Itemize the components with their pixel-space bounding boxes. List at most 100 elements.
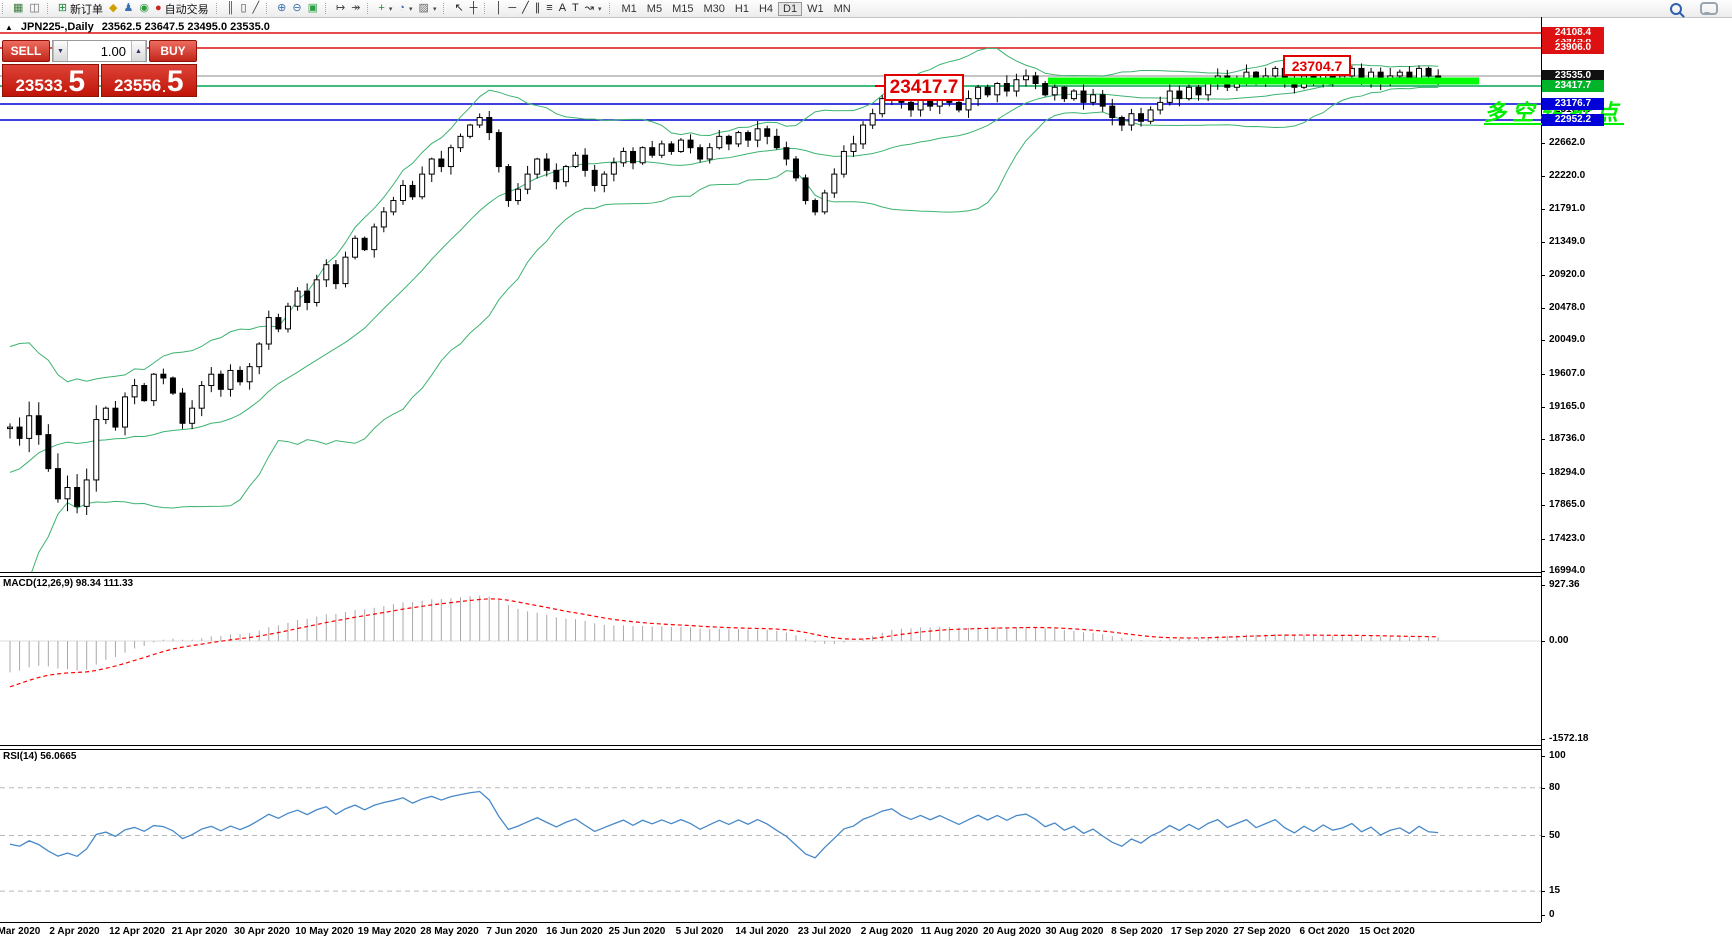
pane-separator[interactable] <box>0 745 1541 750</box>
price-annotation-box-23417[interactable]: 23417.7 <box>875 74 964 101</box>
timeframe-m30-button[interactable]: M30 <box>703 2 725 15</box>
auto-scroll-icon: ↠ <box>351 2 361 14</box>
toolbar-arrow-tools-button[interactable]: ↝ ▾ <box>582 1 605 16</box>
date-axis[interactable]: 24 Mar 2020 2 Apr 2020 12 Apr 2020 21 Apr 2… <box>0 924 1558 941</box>
date-label: 28 May 2020 <box>420 926 479 937</box>
candlestick-chart-icon: ▯ <box>240 2 247 14</box>
data-window-icon: ◫ <box>29 2 40 14</box>
price-axis-tick <box>1541 570 1545 572</box>
date-label: 27 Sep 2020 <box>1233 926 1291 937</box>
date-label: 30 Aug 2020 <box>1045 926 1104 937</box>
caret-down-icon: ▾ <box>409 5 413 13</box>
macd-indicator-label: MACD(12,26,9) 98.34 111.33 <box>3 578 134 589</box>
toolbar-charts-grid-button[interactable]: ▦ <box>10 1 26 16</box>
volume-increase-button[interactable]: ▲ <box>131 41 146 61</box>
rsi-axis-label: 80 <box>1549 781 1561 793</box>
caret-down-icon: ▾ <box>432 5 437 13</box>
toolbar-signals-button[interactable]: ◉ <box>136 1 152 16</box>
volume-decrease-button[interactable]: ▼ <box>53 41 68 61</box>
date-label: 24 Mar 2020 <box>0 926 41 937</box>
toolbar: ▦ ◫ ⊞ 新订单 ◆ ♟ ◉ ● 自动交易 ║ ▯ ╱ ⊕ ⊖ ▣ ↦ ↠ + ▾ ◔ ▾ ▨ ▾ ↖ ┼ │ ─ ╱ ∥ ≡ A T ↝ ▾ M… <box>0 0 1732 18</box>
chat-icon[interactable] <box>1700 2 1718 15</box>
template-icon: ▨ <box>418 2 429 14</box>
toolbar-zoom-out-button[interactable]: ⊖ <box>289 1 304 16</box>
toolbar-chisel-tool-button[interactable]: ◆ <box>106 1 120 16</box>
toolbar-bar-chart-button[interactable]: ║ <box>224 1 238 16</box>
toolbar-data-window-button[interactable]: ◫ <box>26 1 42 16</box>
toolbar-autotrading-button[interactable]: ● 自动交易 <box>152 1 212 16</box>
date-label: 25 Jun 2020 <box>608 926 666 937</box>
timeframe-h1-button[interactable]: H1 <box>734 2 749 15</box>
search-icon[interactable] <box>1670 2 1682 15</box>
timeframe-m5-button[interactable]: M5 <box>646 2 663 15</box>
date-label: 10 May 2020 <box>295 926 354 937</box>
ohlc-values: 23562.5 23647.5 23495.0 23535.0 <box>101 21 270 33</box>
date-label: 2 Apr 2020 <box>49 926 100 937</box>
toolbar-text-label-button[interactable]: T <box>569 1 582 16</box>
sell-button[interactable]: SELL <box>2 40 50 62</box>
price-axis-label: 18294.0 <box>1549 466 1586 478</box>
date-label: 2 Aug 2020 <box>860 926 914 937</box>
toolbar-fibonacci-button[interactable]: ≡ <box>543 1 555 16</box>
toolbar-cursor-button[interactable]: ↖ <box>451 1 466 16</box>
price-axis-label: 16994.0 <box>1549 564 1586 576</box>
toolbar-template-button[interactable]: ▨ ▾ <box>416 1 440 16</box>
toolbar-equidistant-channel-button[interactable]: ∥ <box>532 1 544 16</box>
text-icon: A <box>558 2 567 14</box>
macd-axis-tick <box>1541 585 1545 586</box>
toolbar-trendline-button[interactable]: ╱ <box>519 1 532 16</box>
toolbar-line-chart-button[interactable]: ╱ <box>250 1 263 16</box>
rsi-axis-tick <box>1541 915 1545 916</box>
rsi-axis-label: 50 <box>1549 829 1561 841</box>
sell-price-display[interactable]: 23533 . 5 <box>2 64 99 97</box>
toolbar-zoom-in-button[interactable]: ⊕ <box>274 1 289 16</box>
price-axis-label: 20049.0 <box>1549 334 1586 346</box>
volume-input[interactable]: 1.00 <box>100 43 126 59</box>
zoom-out-icon: ⊖ <box>292 2 302 14</box>
price-axis-label: 20478.0 <box>1549 301 1586 313</box>
buy-price-pip: 5 <box>166 65 184 98</box>
price-axis-label: 17423.0 <box>1549 532 1586 544</box>
date-label: 20 Aug 2020 <box>983 926 1041 937</box>
price-axis-label: 21791.0 <box>1549 202 1586 214</box>
toolbar-new-order-button[interactable]: ⊞ 新订单 <box>55 1 106 16</box>
date-label: 14 Jul 2020 <box>735 926 789 937</box>
toolbar-crosshair-button[interactable]: ┼ <box>467 1 481 16</box>
buy-button[interactable]: BUY <box>149 40 197 62</box>
timeframe-m15-button[interactable]: M15 <box>672 2 694 15</box>
chisel-tool-icon: ◆ <box>109 2 118 14</box>
toolbar-periods-clock-button[interactable]: ◔ ▾ <box>395 1 415 16</box>
date-label: 17 Sep 2020 <box>1170 926 1229 937</box>
shift-chart-end-icon: ↦ <box>335 2 346 14</box>
toolbar-auto-scroll-button[interactable]: ↠ <box>348 1 363 16</box>
date-label: 7 Jun 2020 <box>486 926 538 937</box>
price-axis-tick <box>1541 472 1545 474</box>
toolbar-expert-advisor-button[interactable]: ♟ <box>121 1 137 16</box>
bar-chart-icon: ║ <box>226 2 235 14</box>
timeframe-m1-button[interactable]: M1 <box>621 2 637 15</box>
sell-price-pip: 5 <box>68 65 86 98</box>
date-label: 23 Jul 2020 <box>797 926 852 937</box>
timeframe-w1-button[interactable]: W1 <box>807 2 824 15</box>
toolbar-horizontal-line-button[interactable]: ─ <box>505 1 519 16</box>
timeframe-mn-button[interactable]: MN <box>833 2 851 15</box>
buy-price-display[interactable]: 23556 . 5 <box>100 64 197 98</box>
date-label: 6 Oct 2020 <box>1299 926 1350 937</box>
toolbar-add-indicator-button[interactable]: + ▾ <box>375 1 395 16</box>
timeframe-h4-button[interactable]: H4 <box>758 2 773 15</box>
price-axis-tick <box>1541 242 1545 244</box>
one-click-trade-panel: SELL ▼ 1.00 ▲ BUY 23533 . 5 23556 . 5 <box>2 40 197 97</box>
toolbar-candlestick-chart-button[interactable]: ▯ <box>237 1 249 16</box>
macd-axis-tick <box>1541 641 1545 642</box>
price-annotation-box-23704[interactable]: 23704.7 <box>1283 55 1351 76</box>
price-axis-label: 19607.0 <box>1549 367 1586 379</box>
timeframe-d1-button[interactable]: D1 <box>778 1 803 16</box>
toolbar-tile-windows-button[interactable]: ▣ <box>305 1 321 16</box>
toolbar-shift-chart-end-button[interactable]: ↦ <box>333 1 348 16</box>
pane-separator[interactable] <box>0 572 1541 577</box>
toolbar-text-button[interactable]: A <box>556 1 569 16</box>
price-axis-line[interactable] <box>1541 17 1542 922</box>
toolbar-vertical-line-button[interactable]: │ <box>492 1 505 16</box>
rsi-axis-label: 15 <box>1549 885 1561 897</box>
text-label-icon: T <box>572 2 579 14</box>
